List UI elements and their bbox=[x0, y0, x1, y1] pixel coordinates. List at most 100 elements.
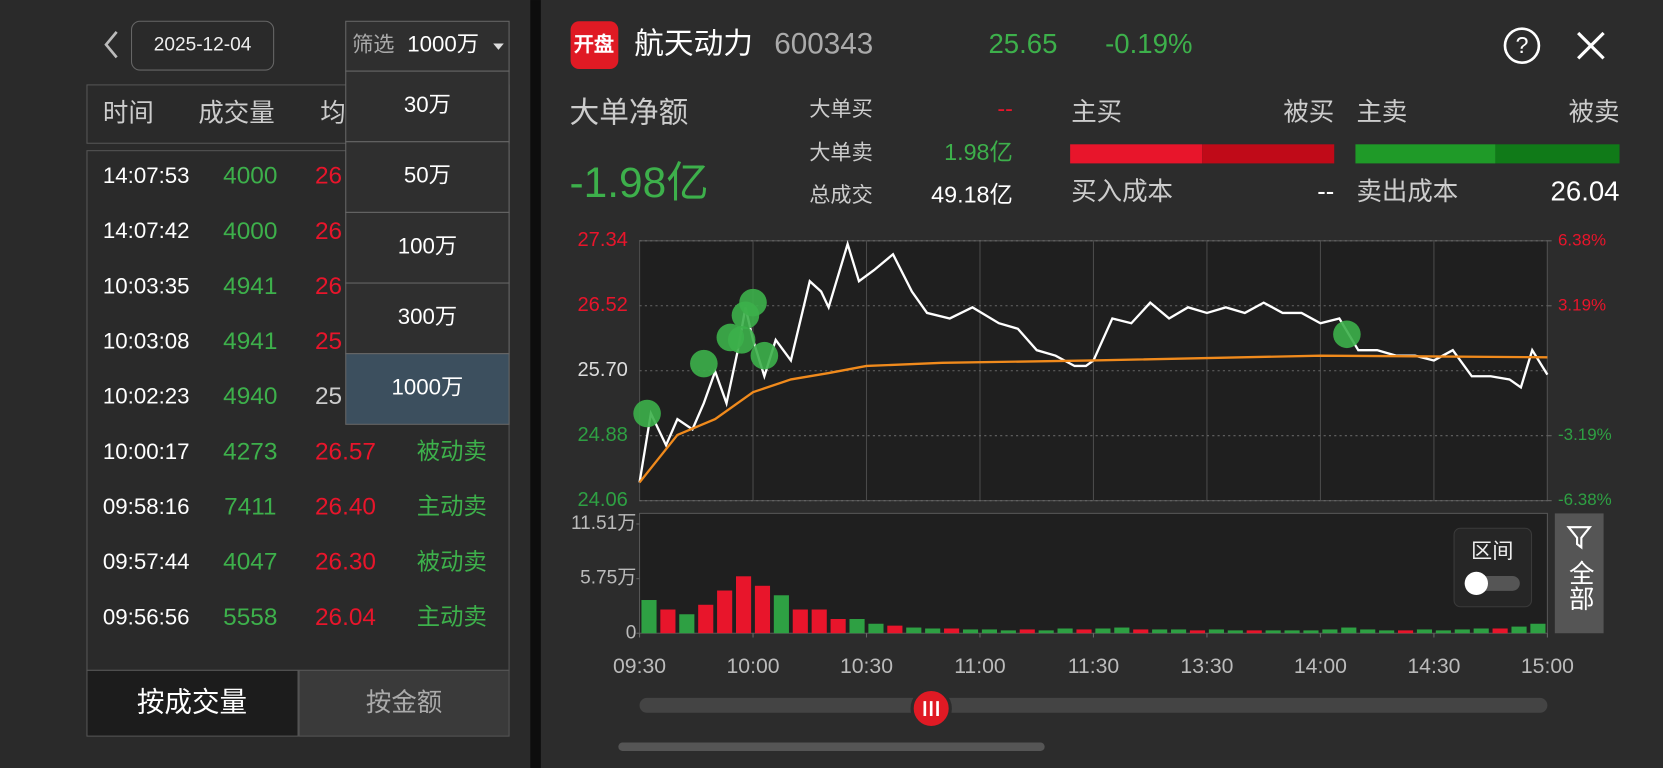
x-tick-label: 14:00 bbox=[1294, 655, 1347, 678]
big-order-marker bbox=[739, 288, 767, 317]
volume-bar bbox=[717, 590, 733, 634]
tab-label[interactable]: 按金额 bbox=[366, 689, 442, 717]
y-tick-label: 24.88 bbox=[577, 424, 627, 446]
flow-label: 主卖 bbox=[1356, 98, 1407, 126]
volume-bar bbox=[1114, 627, 1130, 634]
big-order-marker bbox=[1333, 320, 1361, 349]
volume-bar bbox=[944, 628, 960, 634]
y2-tick-label: 3.19% bbox=[1558, 295, 1606, 314]
filter-button[interactable] bbox=[1554, 513, 1604, 634]
x-tick-label: 10:00 bbox=[726, 655, 779, 678]
stat-value: 1.98亿 bbox=[944, 139, 1013, 165]
x-tick-label: 09:30 bbox=[613, 655, 666, 678]
filter-option[interactable] bbox=[345, 353, 510, 425]
option-label: 30万 bbox=[404, 92, 451, 117]
handle-grip bbox=[923, 701, 939, 716]
option-label: 1000万 bbox=[392, 375, 464, 400]
volume-bar bbox=[1322, 629, 1338, 634]
x-tick-label: 14:30 bbox=[1407, 655, 1460, 678]
back-button[interactable] bbox=[104, 31, 118, 59]
y-tick-label: 27.34 bbox=[577, 229, 627, 251]
volume-bar bbox=[1435, 630, 1451, 634]
option-label: 300万 bbox=[398, 304, 457, 329]
big-order-marker bbox=[727, 326, 756, 354]
tab[interactable] bbox=[298, 669, 510, 737]
volume-bar bbox=[1397, 630, 1414, 634]
stat-label: 大单卖 bbox=[809, 140, 873, 164]
trade-volume: 4941 bbox=[223, 273, 277, 300]
volume-bar bbox=[1265, 630, 1281, 634]
close-button[interactable] bbox=[1577, 31, 1605, 60]
volume-bar bbox=[1379, 630, 1395, 634]
filter-value: 1000万 bbox=[407, 32, 479, 57]
time-slider[interactable] bbox=[639, 697, 1548, 713]
tab[interactable] bbox=[86, 669, 299, 737]
volume-bar bbox=[868, 623, 884, 634]
volume-bar bbox=[1019, 629, 1035, 634]
trade-time: 14:07:42 bbox=[103, 218, 190, 243]
net-label: 大单净额 bbox=[570, 96, 689, 129]
volume-bar bbox=[887, 625, 903, 634]
x-tick-label: 11:00 bbox=[954, 655, 1006, 678]
y-tick-label: 5.75万 bbox=[580, 568, 636, 589]
y2-tick-label: -3.19% bbox=[1558, 425, 1612, 444]
stock-name: 航天动力 bbox=[634, 28, 753, 61]
help-icon: ? bbox=[1515, 32, 1528, 58]
stock-code: 600343 bbox=[774, 28, 873, 61]
trade-volume: 4000 bbox=[223, 163, 277, 190]
range-label: 区间 bbox=[1471, 539, 1513, 563]
stat-value: -- bbox=[997, 96, 1013, 122]
trade-type: 主动卖 bbox=[417, 604, 487, 630]
y2-tick-label: 6.38% bbox=[1558, 230, 1606, 249]
flow-bar bbox=[1070, 144, 1203, 164]
trade-volume: 4047 bbox=[223, 549, 277, 576]
flow-bar bbox=[1202, 144, 1335, 164]
option-label: 100万 bbox=[398, 233, 457, 258]
filter-option[interactable] bbox=[345, 141, 510, 213]
volume-bar bbox=[925, 628, 941, 634]
filter-icon bbox=[1566, 526, 1593, 550]
filter-option[interactable] bbox=[345, 70, 510, 143]
help-button[interactable] bbox=[1503, 27, 1541, 64]
flow-label: 被买 bbox=[1283, 98, 1334, 126]
volume-bar bbox=[792, 609, 808, 634]
tab-label[interactable]: 按成交量 bbox=[137, 687, 247, 718]
trade-volume: 7411 bbox=[224, 494, 276, 521]
volume-bar bbox=[735, 576, 752, 634]
trade-price: 25 bbox=[315, 328, 342, 355]
volume-bar bbox=[1171, 629, 1187, 634]
volume-bar bbox=[830, 619, 846, 634]
scrollbar bbox=[618, 742, 1045, 751]
flow-label: 主买 bbox=[1071, 98, 1122, 126]
trade-volume: 4273 bbox=[223, 438, 277, 465]
volume-bar bbox=[1284, 630, 1300, 634]
trade-price: 26 bbox=[315, 163, 342, 190]
filter-option[interactable] bbox=[345, 211, 510, 284]
trade-time: 14:07:53 bbox=[103, 163, 190, 188]
volume-bar bbox=[981, 629, 998, 634]
volume-bar bbox=[849, 619, 865, 634]
volume-bar bbox=[698, 604, 714, 634]
volume-bar bbox=[1095, 628, 1111, 634]
trade-time: 10:00:17 bbox=[103, 439, 190, 464]
cost-value: 26.04 bbox=[1551, 175, 1620, 206]
volume-bar bbox=[1076, 629, 1092, 634]
trade-volume: 4000 bbox=[223, 218, 277, 245]
volume-bar bbox=[1341, 627, 1357, 634]
volume-bar bbox=[773, 595, 789, 634]
filter-dropdown[interactable] bbox=[345, 20, 510, 72]
switch-knob bbox=[1464, 571, 1489, 596]
volume-bar bbox=[754, 585, 771, 634]
volume-bar bbox=[660, 609, 676, 634]
cost-label: 卖出成本 bbox=[1356, 178, 1458, 206]
big-order-marker bbox=[633, 399, 661, 428]
logo-text: 开盘 bbox=[574, 32, 614, 56]
change: -0.19% bbox=[1105, 28, 1192, 59]
trade-price: 26 bbox=[315, 273, 342, 300]
trade-time: 09:58:16 bbox=[103, 494, 190, 519]
trade-price: 25 bbox=[315, 383, 342, 410]
date-box[interactable] bbox=[130, 20, 275, 71]
volume-bar bbox=[1133, 629, 1149, 634]
trade-price: 26 bbox=[315, 218, 342, 245]
